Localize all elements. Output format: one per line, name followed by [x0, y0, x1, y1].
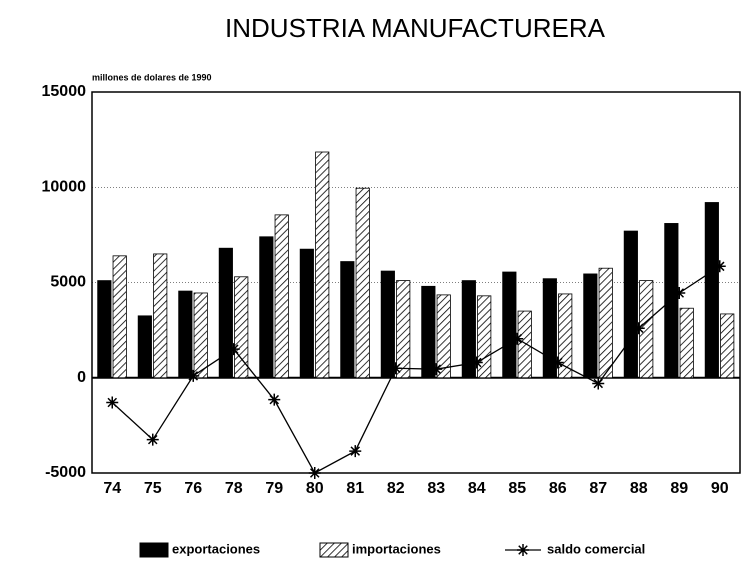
bar	[720, 313, 735, 379]
marker	[511, 332, 524, 345]
x-tick-label: 83	[427, 480, 445, 497]
bar	[299, 248, 314, 379]
y-tick-label: 5000	[50, 274, 86, 291]
marker	[146, 433, 159, 446]
bar	[178, 290, 193, 379]
y-axis-label: millones de dolares de 1990	[92, 72, 212, 82]
bar	[97, 280, 112, 379]
legend-marker	[517, 544, 529, 556]
bar	[542, 278, 557, 379]
y-tick-label: 15000	[42, 83, 87, 100]
bar	[421, 285, 436, 379]
marker	[349, 445, 362, 458]
bar	[598, 267, 613, 379]
bar	[259, 236, 274, 379]
bar	[502, 271, 517, 379]
legend-label: saldo comercial	[547, 541, 645, 556]
marker	[673, 286, 686, 299]
y-tick-label: 0	[77, 369, 86, 386]
bar	[315, 151, 330, 379]
y-tick-label: 10000	[42, 178, 87, 195]
x-tick-label: 81	[346, 480, 364, 497]
marker	[308, 467, 321, 479]
x-tick-label: 82	[387, 480, 405, 497]
marker	[551, 356, 564, 369]
bar	[380, 270, 395, 379]
x-tick-label: 85	[508, 480, 526, 497]
bar	[461, 280, 476, 379]
x-tick-label: 88	[630, 480, 648, 497]
bar	[153, 253, 168, 379]
bar	[234, 276, 249, 379]
marker	[389, 362, 402, 375]
marker	[187, 369, 200, 382]
x-tick-label: 90	[711, 480, 729, 497]
bar	[137, 315, 152, 379]
chart-title: INDUSTRIA MANUFACTURERA	[225, 13, 606, 43]
bar	[355, 187, 370, 379]
x-tick-label: 89	[670, 480, 688, 497]
legend-swatch	[139, 542, 169, 558]
bar	[112, 255, 127, 379]
legend-swatch	[319, 542, 349, 558]
marker	[713, 260, 726, 273]
bar	[436, 294, 451, 379]
x-tick-label: 84	[468, 480, 486, 497]
x-tick-label: 74	[103, 480, 121, 497]
bar	[558, 293, 573, 379]
marker	[430, 363, 443, 376]
legend-label: importaciones	[352, 541, 441, 556]
y-tick-label: -5000	[45, 464, 86, 481]
bar	[623, 230, 638, 379]
bar	[396, 280, 411, 379]
x-tick-label: 75	[144, 480, 162, 497]
bar	[583, 273, 598, 379]
x-tick-label: 87	[589, 480, 607, 497]
x-tick-label: 79	[265, 480, 283, 497]
bar	[517, 310, 532, 379]
bar	[639, 280, 654, 379]
marker	[268, 393, 281, 406]
bar	[218, 247, 233, 379]
x-tick-label: 78	[225, 480, 243, 497]
marker	[106, 396, 119, 409]
marker	[227, 343, 240, 356]
x-tick-label: 76	[184, 480, 202, 497]
bar	[679, 307, 694, 379]
x-tick-label: 86	[549, 480, 567, 497]
marker	[592, 377, 605, 390]
marker	[632, 322, 645, 335]
x-tick-label: 80	[306, 480, 324, 497]
bar	[477, 295, 492, 379]
bar	[274, 214, 289, 379]
legend-label: exportaciones	[172, 541, 260, 556]
marker	[470, 356, 483, 369]
bar	[704, 202, 719, 379]
line	[111, 265, 721, 474]
bar	[340, 261, 355, 379]
bar	[193, 292, 208, 379]
